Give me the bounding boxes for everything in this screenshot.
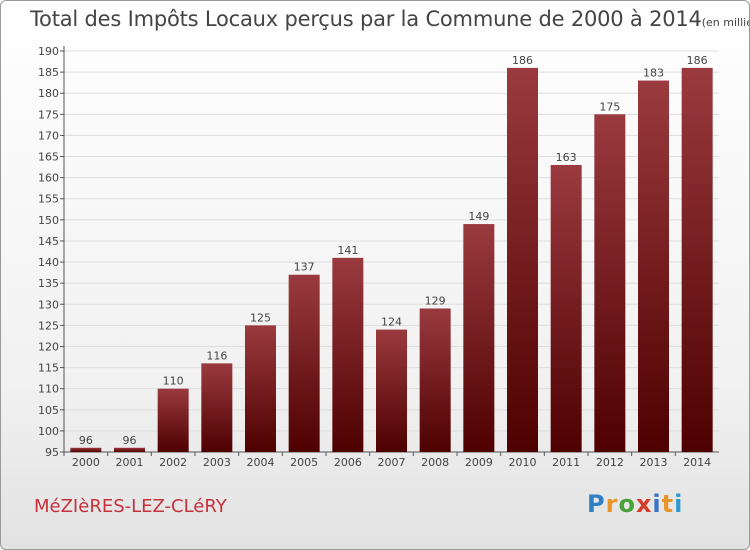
logo-letter: i [652,490,662,518]
y-tick-label: 120 [38,340,59,353]
bar [332,257,364,452]
bar-value-label: 125 [250,311,271,324]
y-tick-label: 185 [38,66,59,79]
bar-value-label: 110 [163,375,184,388]
bar-value-label: 116 [206,349,227,362]
x-tick-label: 2010 [509,456,537,469]
bar [419,308,451,452]
logo-letter: t [661,490,675,518]
x-tick-label: 2014 [683,456,711,469]
y-tick-label: 100 [38,425,59,438]
bar [681,67,713,452]
bar-value-label: 137 [294,261,315,274]
bar [550,164,582,452]
bar [157,388,189,452]
x-tick-label: 2001 [116,456,144,469]
x-tick-label: 2004 [247,456,275,469]
bar-value-label: 163 [556,151,577,164]
logo-letter: i [674,490,684,518]
bar [288,274,320,452]
x-tick-label: 2007 [378,456,406,469]
y-tick-label: 145 [38,235,59,248]
x-tick-label: 2002 [159,456,187,469]
y-tick-label: 150 [38,214,59,227]
bar-value-label: 124 [381,316,402,329]
y-tick-label: 140 [38,256,59,269]
logo-letter: r [605,490,619,518]
y-tick-label: 135 [38,277,59,290]
bar [638,80,669,453]
bar-value-label: 96 [123,434,137,447]
bar [376,329,407,452]
x-tick-label: 2003 [203,456,231,469]
y-tick-label: 115 [38,362,59,375]
x-tick-label: 2009 [465,456,493,469]
logo-letter: P [587,490,606,518]
y-tick-label: 130 [38,298,59,311]
bar [463,224,495,452]
bar [70,447,102,452]
bar [114,447,145,452]
chart-title: Total des Impôts Locaux perçus par la Co… [30,7,749,31]
y-tick-label: 160 [38,172,59,185]
y-tick-label: 170 [38,129,59,142]
bar-value-label: 129 [425,294,446,307]
logo-letter: x [635,490,653,518]
chart-units: (en milliers d'€) [701,16,749,29]
bar-value-label: 149 [468,210,489,223]
y-tick-label: 105 [38,404,59,417]
bar-value-label: 186 [512,54,533,67]
x-tick-label: 2013 [640,456,668,469]
x-tick-label: 2012 [596,456,624,469]
bar [201,363,233,452]
bar-value-label: 175 [599,100,620,113]
x-tick-label: 2008 [421,456,449,469]
commune-name: MéZIèRES-LEZ-CLéRY [34,496,227,517]
proxiti-logo[interactable]: Proxiti [587,490,683,518]
bar [594,114,626,452]
y-tick-label: 165 [38,151,59,164]
y-tick-label: 180 [38,87,59,100]
bar [507,67,538,452]
bar-value-label: 96 [79,434,93,447]
x-tick-label: 2005 [290,456,318,469]
y-tick-label: 155 [38,193,59,206]
y-tick-label: 125 [38,319,59,332]
x-tick-label: 2006 [334,456,362,469]
y-tick-label: 95 [45,446,59,459]
bar-value-label: 141 [337,244,358,257]
y-tick-label: 175 [38,108,59,121]
x-tick-label: 2011 [552,456,580,469]
bar [245,325,276,452]
bar-value-label: 186 [687,54,708,67]
bar-value-label: 183 [643,67,664,80]
y-tick-label: 110 [38,383,59,396]
x-tick-label: 2000 [72,456,100,469]
logo-letter: o [618,490,636,518]
y-tick-label: 190 [38,45,59,58]
